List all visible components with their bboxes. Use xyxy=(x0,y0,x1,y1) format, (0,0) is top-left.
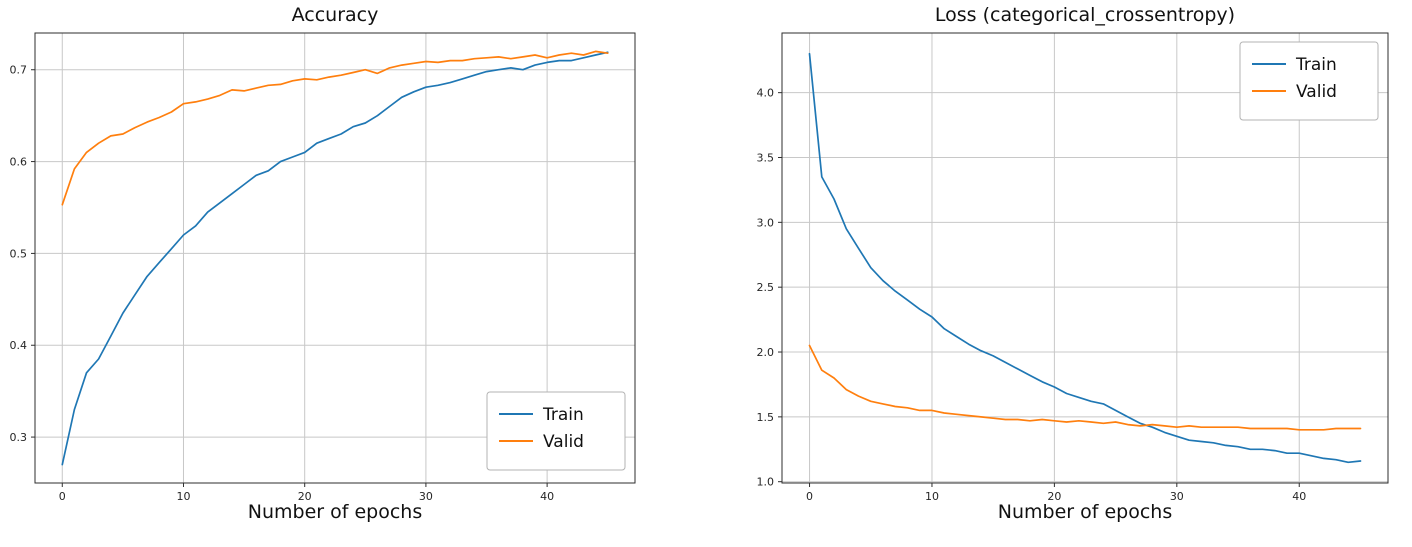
loss-chart-title: Loss (categorical_crossentropy) xyxy=(934,4,1236,26)
svg-text:0: 0 xyxy=(806,490,813,503)
svg-text:0.3: 0.3 xyxy=(10,431,28,444)
svg-text:20: 20 xyxy=(298,490,312,503)
svg-text:0.7: 0.7 xyxy=(10,64,28,77)
loss-x-axis-label: Number of epochs xyxy=(997,501,1173,523)
svg-text:40: 40 xyxy=(540,490,554,503)
svg-text:30: 30 xyxy=(419,490,433,503)
svg-text:0.5: 0.5 xyxy=(10,247,28,260)
svg-text:Train: Train xyxy=(542,405,584,425)
accuracy-line-chart: 0 10 20 30 40 0.3 0.4 0.5 0.6 0.7 Train Valid xyxy=(10,32,636,503)
loss-line-chart: 0 10 20 30 40 1.0 1.5 2.0 2.5 3.0 3.5 4.0 Train Valid xyxy=(757,32,1389,503)
accuracy-x-axis-label: Number of epochs xyxy=(247,501,423,523)
svg-text:10: 10 xyxy=(925,490,939,503)
svg-text:40: 40 xyxy=(1292,490,1306,503)
svg-text:0.4: 0.4 xyxy=(10,339,28,352)
accuracy-chart-panel: 0 10 20 30 40 0.3 0.4 0.5 0.6 0.7 Train Valid Accur… xyxy=(0,0,690,547)
svg-text:1.0: 1.0 xyxy=(757,476,775,489)
svg-text:20: 20 xyxy=(1047,490,1061,503)
svg-text:Valid: Valid xyxy=(543,432,584,452)
svg-text:4.0: 4.0 xyxy=(757,87,775,100)
svg-text:10: 10 xyxy=(176,490,190,503)
svg-text:0: 0 xyxy=(59,490,66,503)
svg-text:2.5: 2.5 xyxy=(757,281,775,294)
accuracy-chart-title: Accuracy xyxy=(291,4,379,26)
svg-text:30: 30 xyxy=(1170,490,1184,503)
svg-text:1.5: 1.5 xyxy=(757,411,775,424)
svg-text:Train: Train xyxy=(1295,55,1337,75)
loss-chart-panel: 0 10 20 30 40 1.0 1.5 2.0 2.5 3.0 3.5 4.0 Train Valid… xyxy=(742,0,1412,547)
svg-text:3.0: 3.0 xyxy=(757,216,775,229)
svg-text:3.5: 3.5 xyxy=(757,151,775,164)
svg-text:0.6: 0.6 xyxy=(10,156,28,169)
svg-text:Valid: Valid xyxy=(1296,82,1337,102)
svg-text:2.0: 2.0 xyxy=(757,346,775,359)
